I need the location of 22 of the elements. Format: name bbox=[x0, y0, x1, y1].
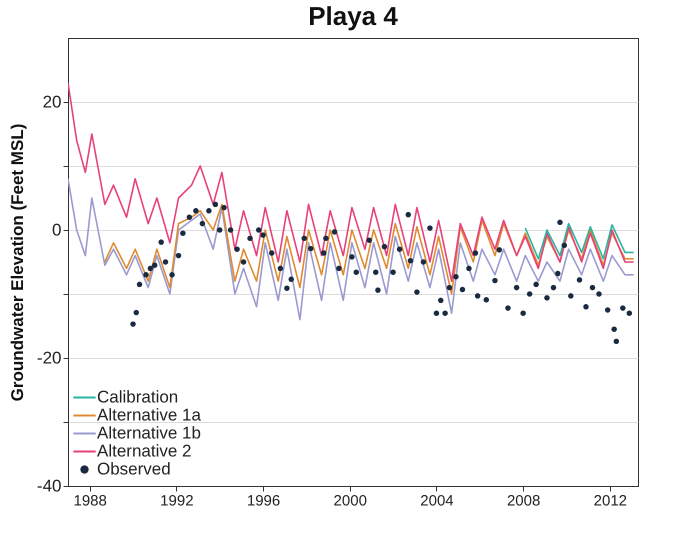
line-series bbox=[68, 178, 634, 320]
y-tick-label: -20 bbox=[36, 348, 62, 368]
line-series bbox=[68, 82, 634, 282]
line-series bbox=[104, 204, 634, 295]
legend-label: Alternative 1a bbox=[97, 406, 202, 424]
legend-label: Calibration bbox=[97, 388, 178, 406]
y-axis-title: Groundwater Elevation (Feet MSL) bbox=[8, 124, 27, 402]
x-tick-label: 2004 bbox=[420, 492, 454, 510]
x-tick-label: 1988 bbox=[73, 492, 107, 510]
legend-label: Observed bbox=[97, 460, 171, 478]
y-tick-label: 20 bbox=[42, 92, 62, 112]
x-tick-label: 1996 bbox=[246, 492, 280, 510]
y-tick-label: 0 bbox=[52, 220, 62, 240]
legend-label: Alternative 1b bbox=[97, 424, 201, 442]
line-series bbox=[524, 222, 634, 260]
x-tick-label: 1992 bbox=[160, 492, 194, 510]
x-tick-label: 2008 bbox=[506, 492, 540, 510]
legend-label: Alternative 2 bbox=[97, 442, 192, 460]
x-tick-label: 2000 bbox=[334, 492, 367, 510]
y-tick-label: -40 bbox=[36, 476, 62, 496]
chart-title: Playa 4 bbox=[308, 1, 398, 31]
x-tick-label: 2012 bbox=[594, 492, 628, 510]
